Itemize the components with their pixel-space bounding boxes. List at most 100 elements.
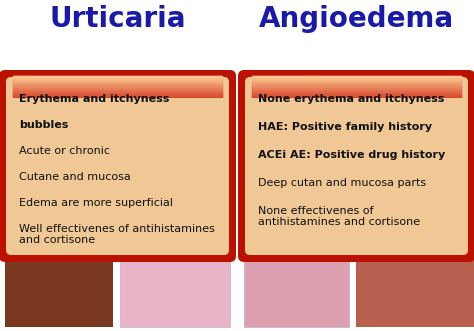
Bar xyxy=(13,98,222,99)
Bar xyxy=(252,79,461,80)
Bar xyxy=(13,85,222,86)
Bar xyxy=(13,96,222,97)
Bar xyxy=(252,85,461,86)
Bar xyxy=(13,81,222,82)
Bar xyxy=(13,103,222,104)
Bar xyxy=(252,80,461,82)
Bar xyxy=(252,97,461,98)
Bar xyxy=(13,87,222,89)
Text: Urticaria: Urticaria xyxy=(49,5,186,33)
Bar xyxy=(13,84,222,85)
Bar xyxy=(252,96,461,97)
Bar xyxy=(252,82,461,83)
Bar xyxy=(13,99,222,101)
Bar xyxy=(252,86,461,87)
Text: Cutane and mucosa: Cutane and mucosa xyxy=(19,172,131,182)
Text: None erythema and itchyness: None erythema and itchyness xyxy=(258,94,444,104)
Bar xyxy=(252,99,461,100)
Bar xyxy=(244,259,349,327)
Bar xyxy=(13,102,222,103)
Bar xyxy=(252,83,461,84)
Bar xyxy=(13,77,222,78)
Text: None effectivenes of: None effectivenes of xyxy=(258,206,374,216)
Text: HAE: Positive family history: HAE: Positive family history xyxy=(258,122,432,132)
Text: bubbles: bubbles xyxy=(19,120,68,130)
Bar xyxy=(120,259,230,327)
Text: Acute or chronic: Acute or chronic xyxy=(19,146,110,156)
Bar xyxy=(252,103,461,104)
Text: Deep cutan and mucosa parts: Deep cutan and mucosa parts xyxy=(258,178,426,188)
Bar xyxy=(13,95,222,96)
Bar xyxy=(5,259,113,327)
Bar xyxy=(13,83,222,84)
Text: Erythema and itchyness: Erythema and itchyness xyxy=(19,94,169,104)
Bar xyxy=(13,101,222,103)
Bar xyxy=(252,94,461,95)
Bar xyxy=(252,100,461,101)
Bar xyxy=(252,92,461,93)
Bar xyxy=(252,80,461,81)
Text: Angioedema: Angioedema xyxy=(259,5,454,33)
Bar xyxy=(252,84,461,85)
Bar xyxy=(13,90,222,91)
Bar xyxy=(13,97,222,98)
Bar xyxy=(252,75,461,77)
Bar xyxy=(13,89,222,90)
Bar xyxy=(13,87,222,88)
Bar xyxy=(252,92,461,93)
FancyBboxPatch shape xyxy=(7,98,228,254)
Bar xyxy=(13,77,222,79)
Text: ACEi AE: Positive drug history: ACEi AE: Positive drug history xyxy=(258,150,445,160)
Bar xyxy=(13,78,222,79)
Bar xyxy=(13,76,222,77)
Bar xyxy=(13,75,222,77)
Bar xyxy=(13,101,222,102)
FancyBboxPatch shape xyxy=(6,77,229,255)
FancyBboxPatch shape xyxy=(238,70,474,262)
FancyBboxPatch shape xyxy=(0,70,236,262)
Bar xyxy=(13,85,222,86)
Bar xyxy=(13,97,222,98)
Bar xyxy=(252,101,461,102)
FancyBboxPatch shape xyxy=(246,98,467,254)
Bar xyxy=(252,98,461,99)
Bar xyxy=(13,88,222,89)
Bar xyxy=(13,82,222,84)
Bar xyxy=(252,88,461,89)
Text: Edema are more superficial: Edema are more superficial xyxy=(19,198,173,208)
FancyBboxPatch shape xyxy=(245,77,468,255)
Bar xyxy=(13,100,222,101)
Bar xyxy=(13,80,222,81)
Bar xyxy=(252,87,461,88)
Bar xyxy=(13,86,222,87)
Bar xyxy=(13,94,222,95)
Bar xyxy=(252,97,461,98)
Bar xyxy=(13,80,222,82)
Bar xyxy=(13,94,222,96)
Bar xyxy=(13,92,222,93)
Bar xyxy=(252,89,461,91)
Text: antihistamines and cortisone: antihistamines and cortisone xyxy=(258,217,420,227)
Bar xyxy=(252,91,461,92)
Bar xyxy=(252,78,461,79)
Text: Well effectivenes of antihistamines: Well effectivenes of antihistamines xyxy=(19,224,215,234)
Bar xyxy=(252,94,461,96)
Bar xyxy=(13,89,222,91)
Bar xyxy=(252,101,461,103)
Bar xyxy=(13,93,222,94)
Bar xyxy=(13,82,222,83)
Bar xyxy=(13,79,222,80)
Bar xyxy=(252,77,461,79)
Bar xyxy=(252,82,461,84)
Bar xyxy=(252,77,461,78)
Bar xyxy=(252,76,461,77)
Bar xyxy=(13,92,222,93)
Bar xyxy=(252,81,461,82)
Bar xyxy=(252,85,461,86)
Bar xyxy=(13,91,222,92)
Bar xyxy=(252,93,461,94)
Bar xyxy=(252,89,461,90)
Bar xyxy=(252,102,461,103)
Bar xyxy=(252,99,461,101)
Bar xyxy=(13,99,222,100)
